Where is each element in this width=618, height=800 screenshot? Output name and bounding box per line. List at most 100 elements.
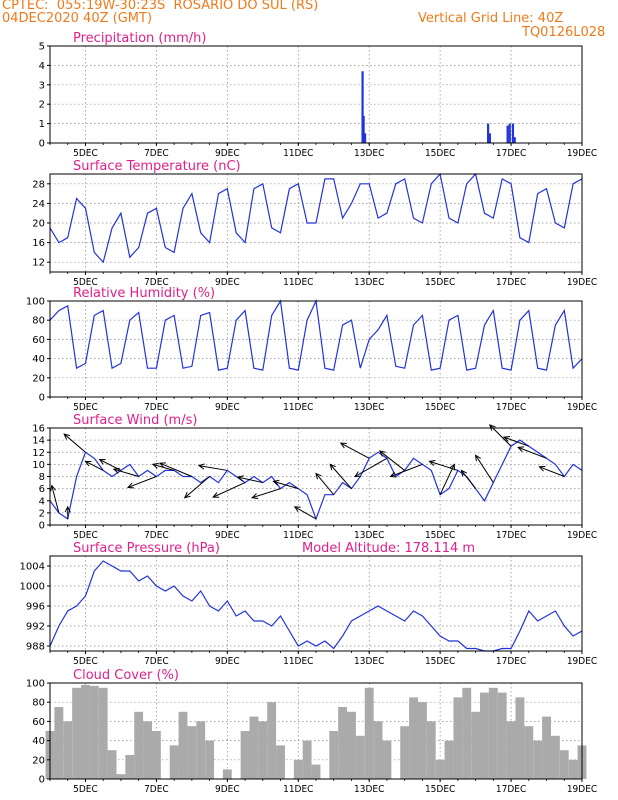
wind-arrow-head [293, 506, 301, 513]
precip-x-tick-label: 7DEC [144, 148, 169, 159]
wind-arrow-head [151, 462, 159, 469]
temp-x-tick-label: 11DEC [283, 277, 313, 288]
wind-arrow-head [389, 471, 397, 478]
rh-frame [49, 300, 583, 398]
pres-frame [49, 555, 583, 652]
precip-y-tick-label: 4 [39, 61, 45, 72]
cloud-x-tick-label: 5DEC [73, 784, 98, 795]
wind-y-tick-label: 0 [39, 521, 45, 532]
cloud-bar [151, 731, 161, 779]
cloud-y-tick-label: 20 [32, 755, 45, 766]
wind-arrow-head [428, 460, 436, 466]
wind-arrow-head [84, 460, 92, 467]
wind-arrow [539, 466, 565, 477]
rh-x-tick-label: 19DEC [567, 402, 597, 413]
cloud-bar [364, 687, 374, 779]
header-date: 04DEC2020 40Z (GMT) [2, 11, 153, 26]
wind-y-tick-label: 14 [32, 436, 45, 447]
wind-arrow [252, 488, 281, 499]
precip-x-tick-label: 13DEC [354, 148, 384, 159]
wind-arrow-head [354, 471, 362, 478]
cloud-bar [178, 711, 188, 779]
wind-arrow [159, 462, 193, 477]
cloud-bar [559, 750, 569, 779]
cloud-bar [222, 769, 232, 779]
cloud-bar [515, 697, 525, 779]
rh-x-tick-label: 11DEC [283, 402, 313, 413]
cloud-bar [134, 711, 144, 779]
wind-y-tick-label: 10 [32, 460, 45, 471]
pres-x-tick-label: 15DEC [425, 656, 455, 667]
wind-arrow [489, 424, 512, 447]
wind-arrow [329, 464, 352, 489]
cloud-bar [311, 764, 321, 779]
wind-arrow [113, 468, 139, 477]
wind-arrow-head [112, 467, 120, 474]
cloud-x-tick-label: 17DEC [496, 784, 526, 795]
wind-arrow [340, 442, 370, 459]
cloud-y-tick-label: 100 [26, 679, 45, 690]
precip-x-tick-label: 9DEC [215, 148, 240, 159]
pres-y-tick-label: 996 [26, 602, 45, 613]
pres-x-tick-label: 19DEC [567, 656, 597, 667]
cloud-y-tick-label: 60 [32, 717, 45, 728]
wind-arrow [273, 480, 299, 490]
cloud-bar [302, 740, 312, 779]
rh-y-tick-label: 60 [32, 335, 45, 346]
cloud-bar [81, 684, 90, 779]
cloud-bar [488, 687, 498, 779]
pres-x-tick-label: 5DEC [73, 656, 98, 667]
cloud-bar [169, 745, 179, 779]
wind-arrow [237, 476, 263, 484]
cloud-x-tick-label: 15DEC [425, 784, 455, 795]
pres-title: Surface Pressure (hPa) [73, 541, 220, 556]
cloud-x-tick-label: 11DEC [283, 784, 313, 795]
precip-bar [506, 125, 509, 143]
temp-x-tick-label: 17DEC [496, 277, 526, 288]
cloud-title: Cloud Cover (%) [73, 668, 179, 683]
precip-y-tick-label: 1 [39, 119, 45, 130]
header-location: CPTEC: 055:19W-30:23S ROSARIO DO SUL (RS… [2, 0, 319, 13]
wind-arrow-head [212, 492, 220, 498]
precip-bar [508, 123, 511, 143]
wind-x-tick-label: 5DEC [73, 530, 98, 541]
precip-bar [488, 133, 491, 143]
cloud-bar [382, 740, 392, 779]
temp-x-tick-label: 5DEC [73, 277, 98, 288]
cloud-y-tick-label: 80 [32, 698, 45, 709]
temp-y-tick-label: 28 [32, 179, 45, 190]
wind-arrow-head [315, 472, 322, 480]
wind-arrow [63, 433, 86, 453]
wind-arrow-head [538, 465, 546, 472]
cloud-bar [205, 740, 215, 779]
precip-x-tick-label: 15DEC [425, 148, 455, 159]
rh-x-tick-label: 15DEC [425, 402, 455, 413]
cloud-bar [249, 716, 259, 779]
wind-arrow [354, 457, 388, 477]
precip-bar [361, 71, 364, 143]
wind-arrow-head [272, 479, 280, 486]
precip-bar [363, 133, 367, 143]
wind-arrow-head [98, 459, 106, 465]
wind-arrow-head [183, 492, 191, 499]
pres-x-tick-label: 17DEC [496, 656, 526, 667]
wind-title: Surface Wind (m/s) [73, 413, 197, 428]
rh-x-tick-label: 13DEC [354, 402, 384, 413]
cloud-y-tick-label: 40 [32, 736, 45, 747]
cloud-bar [444, 740, 454, 779]
temp-x-tick-label: 13DEC [354, 277, 384, 288]
wind-arrow [85, 460, 104, 471]
wind-arrow-head [502, 436, 510, 442]
cloud-x-tick-label: 19DEC [567, 784, 597, 795]
temp-x-tick-label: 9DEC [215, 277, 240, 288]
wind-y-tick-label: 12 [32, 448, 45, 459]
rh-x-tick-label: 7DEC [144, 402, 169, 413]
wind-arrow [461, 470, 476, 489]
wind-x-tick-label: 11DEC [283, 530, 313, 541]
rh-line [49, 298, 583, 371]
pres-y-tick-label: 992 [26, 622, 45, 633]
wind-arrow [517, 446, 547, 459]
wind-arrow-head [474, 454, 481, 462]
rh-x-tick-label: 17DEC [496, 402, 526, 413]
